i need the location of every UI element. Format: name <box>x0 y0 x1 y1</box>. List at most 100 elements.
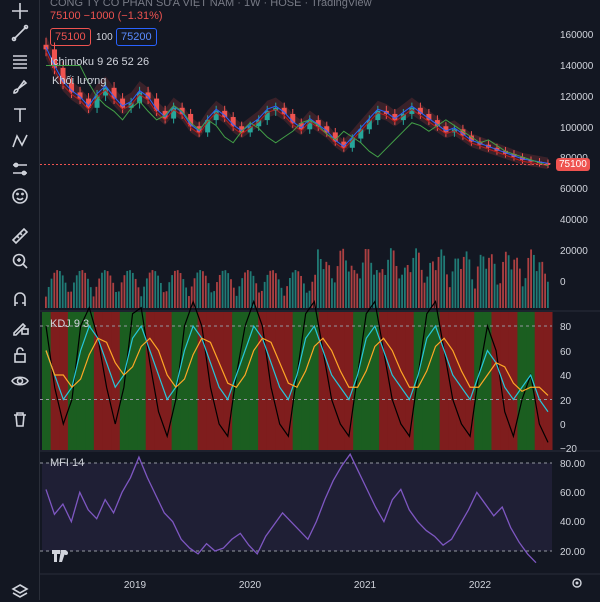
kijun-line <box>45 51 549 167</box>
ichimoku-legend[interactable]: Ichimoku 9 26 52 26 <box>50 56 150 68</box>
layers-icon[interactable] <box>8 580 32 602</box>
kdj-bg-segment <box>137 312 147 450</box>
zoom-icon[interactable] <box>8 250 32 272</box>
kdj-bg-segment <box>474 312 484 450</box>
fib-icon[interactable] <box>8 50 32 72</box>
volume-bar <box>370 262 373 308</box>
kdj-bg-segment <box>405 312 415 450</box>
settings-icon[interactable] <box>570 576 584 590</box>
volume-bar <box>395 265 398 308</box>
volume-bar <box>518 268 521 308</box>
kdj-bg-segment <box>508 312 518 450</box>
volume-bar <box>311 281 314 308</box>
volume-bar <box>314 274 317 308</box>
volume-bar <box>423 282 426 308</box>
brush-icon[interactable] <box>8 76 32 98</box>
kdj-k-line <box>45 324 549 413</box>
eye-icon[interactable] <box>8 370 32 392</box>
volume-bar <box>443 255 446 308</box>
mfi-axis-label: 40.00 <box>560 517 585 528</box>
candle-body <box>426 113 432 121</box>
crosshair-icon[interactable] <box>8 0 32 22</box>
volume-bar <box>73 282 75 308</box>
candle-body <box>239 126 245 133</box>
kdj-bg-segment <box>301 312 311 450</box>
kdj-bg-segment <box>491 312 501 450</box>
volume-bar <box>331 278 333 308</box>
ichimoku-cloud <box>46 35 548 170</box>
text-icon[interactable] <box>8 104 32 126</box>
kdj-bg-segment <box>76 312 86 450</box>
volume-bar <box>162 292 165 308</box>
lock-icon[interactable] <box>8 344 32 366</box>
volume-bar <box>378 272 381 308</box>
candle-body <box>307 120 313 130</box>
volume-bar <box>454 258 457 308</box>
magnet-icon[interactable] <box>8 288 32 310</box>
volume-bar <box>516 257 518 308</box>
price-axis-label: 60000 <box>560 184 588 195</box>
volume-bar <box>392 250 395 308</box>
emoji-icon[interactable] <box>8 185 32 207</box>
volume-bar <box>182 279 185 308</box>
kdj-bg-segment <box>258 312 268 450</box>
volume-bar <box>303 283 305 308</box>
candle-body <box>264 110 270 121</box>
volume-bar <box>507 255 510 308</box>
kdj-bg-segment <box>448 312 458 450</box>
volume-bar <box>398 278 401 308</box>
volume-bar <box>415 248 417 308</box>
volume-legend[interactable]: Khối lượng <box>52 75 107 87</box>
volume-bar <box>199 270 202 308</box>
kdj-bg-segment <box>59 312 69 450</box>
pattern-icon[interactable] <box>8 130 32 152</box>
volume-bar <box>440 249 443 308</box>
price-axis-label: 160000 <box>560 30 594 41</box>
candle-body <box>111 87 117 99</box>
kdj-legend[interactable]: KDJ 9 3 <box>50 318 90 330</box>
chart-canvas[interactable]: 1600001400001200001000008000060000400002… <box>40 0 600 600</box>
volume-bar <box>75 275 78 308</box>
volume-bar <box>103 270 106 308</box>
candle-body <box>69 83 75 93</box>
volume-bar <box>356 273 359 308</box>
lagging-span-line <box>46 65 549 167</box>
trend-line-icon[interactable] <box>8 22 32 44</box>
volume-bar <box>53 272 56 308</box>
kdj-bg-segment <box>526 312 536 450</box>
volume-bar <box>238 286 241 308</box>
mfi-axis-label: 80.00 <box>560 459 585 470</box>
mfi-legend[interactable]: MFI 14 <box>50 457 85 469</box>
volume-bar <box>359 278 361 308</box>
volume-bar <box>266 274 269 308</box>
volume-bar <box>451 271 454 308</box>
volume-bar <box>280 287 283 308</box>
kdj-bg-segment <box>361 312 371 450</box>
kdj-bg-segment <box>534 312 544 450</box>
candle-body <box>409 107 415 114</box>
kdj-bg-segment <box>154 312 164 450</box>
volume-bar <box>426 276 429 308</box>
prediction-icon[interactable] <box>8 158 32 180</box>
mfi-band <box>42 463 552 551</box>
candle-body <box>230 117 236 127</box>
kdj-bg-segment <box>42 312 52 450</box>
lock-drawings-icon[interactable] <box>8 316 32 338</box>
kdj-bg-segment <box>517 312 527 450</box>
candle-body <box>162 110 168 119</box>
kdj-bg-segment <box>353 312 363 450</box>
price-axis-label: 20000 <box>560 246 588 257</box>
volume-bar <box>504 251 507 308</box>
volume-bar <box>535 271 538 308</box>
trash-icon[interactable] <box>8 408 32 430</box>
ruler-icon[interactable] <box>8 225 32 247</box>
sell-price-button[interactable]: 75100 <box>50 28 91 46</box>
volume-bar <box>493 263 496 308</box>
price-axis-label: 40000 <box>560 215 588 226</box>
volume-bar <box>190 286 193 308</box>
buy-price-button[interactable]: 75200 <box>116 28 157 46</box>
volume-bar <box>471 279 474 308</box>
kdj-bg-segment <box>292 312 302 450</box>
volume-bar <box>61 275 64 308</box>
volume-bar <box>115 291 117 308</box>
